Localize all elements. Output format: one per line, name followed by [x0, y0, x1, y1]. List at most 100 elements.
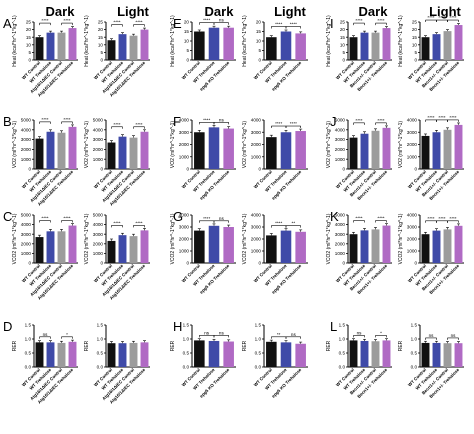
y-tick-label: 3000 [335, 137, 346, 142]
y-tick-label: 10 [340, 42, 346, 47]
panel-letter-D: D [3, 319, 12, 334]
y-tick-label: 5000 [93, 213, 104, 218]
y-tick-label: 20 [98, 27, 104, 32]
y-tick-label: 0.5 [255, 351, 262, 356]
y-axis-label: RER [170, 340, 176, 351]
y-tick-label: 4000 [251, 213, 262, 218]
bar-wt-trehalose [280, 31, 292, 60]
sig-label: **** [355, 216, 362, 221]
header-dark-2: Dark [205, 4, 235, 19]
y-tick-label: 10 [26, 42, 32, 47]
y-tick-label: 0 [28, 167, 31, 172]
bar-epg5-ko-trehalose [295, 343, 306, 367]
bar-wt-trehalose [432, 34, 441, 60]
y-axis-label: VO2 (ml*hr^-1*kg^-1) [12, 121, 18, 169]
panel-letter-I: I [330, 16, 334, 31]
y-tick-label: 15 [26, 35, 32, 40]
y-tick-label: 3000 [21, 137, 32, 142]
y-tick-label: 1000 [21, 157, 32, 162]
bar-atg16l1-iec-control [129, 236, 138, 263]
sig-label: **** [63, 216, 70, 221]
bar-atg16l1-iec-trehalose [68, 126, 77, 169]
y-axis-label: RER [326, 340, 332, 351]
sig-label: **** [449, 15, 456, 20]
y-tick-label: 4000 [93, 127, 104, 132]
sig-label: **** [355, 18, 362, 23]
bar-becn1-trehalose [454, 124, 463, 169]
bar-becn1-control [371, 341, 380, 367]
bar-atg16l1-iec-trehalose [140, 342, 149, 367]
bar-atg16l1-iec-control [129, 342, 138, 367]
y-tick-label: 3000 [251, 225, 262, 230]
sig-label: **** [355, 118, 362, 123]
panel-letter-G: G [173, 209, 183, 224]
y-tick-label: 4000 [407, 213, 418, 218]
sig-label: **** [438, 15, 445, 20]
sig-label: ns [219, 330, 225, 335]
y-tick-label: 5 [258, 48, 261, 53]
y-tick-label: 2000 [251, 142, 262, 147]
y-tick-label: 0.5 [339, 351, 346, 356]
y-tick-label: 25 [340, 20, 346, 25]
y-tick-label: 3000 [251, 130, 262, 135]
y-tick-label: 0.0 [411, 365, 418, 370]
bar-wt-control [107, 240, 116, 263]
sig-label: **** [438, 115, 445, 120]
bar-wt-control [194, 230, 205, 263]
y-tick-label: 5000 [335, 213, 346, 218]
bar-wt-trehalose [46, 342, 55, 367]
y-tick-label: 3000 [21, 232, 32, 237]
panel-letter-F: F [173, 114, 181, 129]
bar-wt-trehalose [46, 231, 55, 263]
y-tick-label: 2000 [335, 147, 346, 152]
bar-wt-control [349, 340, 358, 367]
sig-label: **** [377, 118, 384, 123]
y-tick-label: 0 [414, 261, 417, 266]
y-tick-label: 2000 [251, 237, 262, 242]
y-tick-label: 2000 [407, 237, 418, 242]
y-tick-label: 2000 [93, 147, 104, 152]
y-tick-label: 15 [256, 29, 262, 34]
y-tick-label: 15 [98, 35, 104, 40]
bar-wt-control [107, 343, 116, 367]
bar-becn1-control [371, 130, 380, 169]
bar-epg5-ko-trehalose [295, 33, 306, 60]
y-tick-label: 20 [184, 20, 190, 25]
bar-wt-trehalose [118, 136, 127, 169]
y-tick-label: 20 [340, 27, 346, 32]
y-axis-label: Heat (kcal*hr^-1*kg^-1) [170, 15, 176, 67]
bar-wt-trehalose [432, 230, 441, 263]
bar-wt-trehalose [280, 230, 292, 263]
y-tick-label: 20 [412, 27, 418, 32]
y-tick-label: 4000 [407, 118, 418, 123]
sig-label: **** [203, 18, 210, 23]
sig-label: **** [41, 18, 48, 23]
y-tick-label: 1.5 [97, 323, 104, 328]
sig-label: ns [451, 333, 457, 338]
y-tick-label: 1000 [407, 249, 418, 254]
bar-atg16l1-iec-trehalose [140, 131, 149, 169]
bar-wt-control [35, 37, 44, 60]
bar-wt-control [194, 340, 205, 367]
header-dark-1: Dark [46, 4, 76, 19]
bar-epg5-ko-trehalose [223, 27, 234, 60]
sig-label: ns [429, 333, 435, 338]
bar-wt-control [266, 235, 277, 263]
y-tick-label: 0 [258, 167, 261, 172]
y-tick-label: 0.5 [25, 351, 32, 356]
bar-atg16l1-iec-control [57, 342, 66, 367]
y-tick-label: 15 [184, 29, 190, 34]
header-light-2: Light [274, 4, 306, 19]
bar-wt-control [266, 341, 277, 367]
sig-label: **** [427, 115, 434, 120]
panel-letter-K: K [330, 209, 339, 224]
